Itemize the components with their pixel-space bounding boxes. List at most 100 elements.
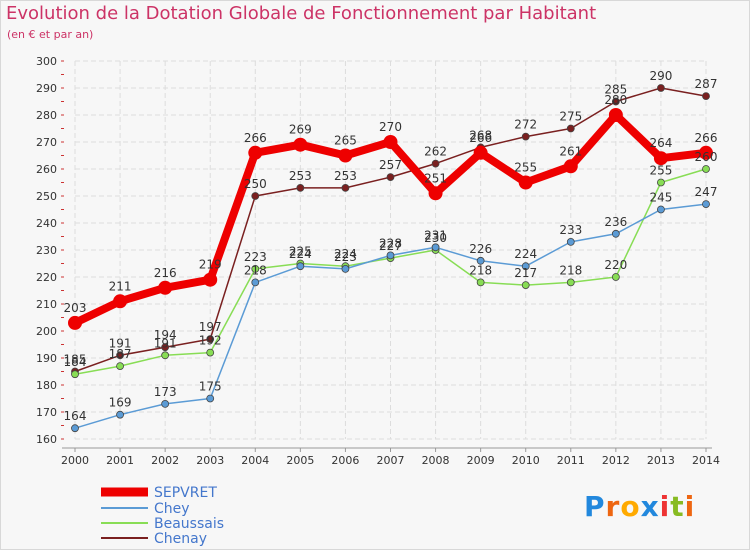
data-label-chey: 164 (64, 409, 87, 423)
x-tick-label: 2010 (512, 454, 540, 467)
x-tick-label: 2000 (61, 454, 89, 467)
x-tick-label: 2001 (106, 454, 134, 467)
data-point-beaussais (206, 348, 215, 357)
axes: 1601701801902002102202302402502602702802… (36, 55, 720, 467)
logo-letter: i (659, 490, 671, 523)
data-point-chey (476, 256, 485, 265)
data-point-chenay (702, 92, 710, 100)
data-point-chenay (386, 173, 395, 182)
legend-label-sepvret: SEPVRET (154, 485, 217, 501)
data-point-chey (341, 264, 350, 273)
data-label-chey: 236 (604, 215, 627, 229)
data-label-chenay: 275 (559, 110, 582, 124)
data-point-chey (657, 205, 665, 214)
data-label-sepvret: 251 (424, 171, 447, 185)
x-tick-label: 2009 (467, 454, 495, 467)
data-label-chey: 173 (154, 385, 177, 399)
data-point-sepvret (518, 175, 533, 190)
data-label-sepvret: 270 (379, 120, 402, 134)
data-label-sepvret: 264 (649, 136, 672, 150)
data-label-chenay: 287 (695, 77, 718, 91)
data-label-chey: 169 (109, 396, 132, 410)
data-label-chenay: 197 (199, 320, 222, 334)
data-point-chey (566, 237, 575, 246)
data-point-sepvret (653, 151, 668, 166)
x-tick-label: 2011 (557, 454, 585, 467)
data-point-chey (161, 399, 170, 408)
data-point-chey (431, 243, 440, 252)
data-point-beaussais (71, 370, 79, 379)
data-label-chenay: 191 (109, 336, 132, 350)
x-tick-label: 2003 (196, 454, 224, 467)
data-label-sepvret: 261 (559, 144, 582, 158)
data-point-sepvret (473, 145, 488, 160)
data-label-chey: 233 (559, 223, 582, 237)
data-label-chey: 247 (695, 185, 718, 199)
x-tick-label: 2002 (151, 454, 179, 467)
x-tick-label: 2013 (647, 454, 675, 467)
data-point-chey (116, 410, 124, 419)
y-tick-label: 230 (36, 244, 57, 257)
y-tick-label: 210 (36, 298, 57, 311)
data-point-beaussais (702, 165, 710, 173)
data-label-sepvret: 266 (695, 131, 718, 145)
data-point-chey (611, 229, 620, 238)
data-label-beaussais: 230 (424, 231, 447, 245)
data-point-chenay (566, 124, 575, 133)
data-label-beaussais: 217 (514, 266, 537, 280)
data-point-sepvret (293, 137, 308, 152)
data-point-beaussais (521, 281, 530, 290)
logo-letter: r (605, 490, 621, 523)
data-point-sepvret (203, 272, 218, 287)
y-tick-label: 290 (36, 82, 57, 95)
data-point-chenay (521, 132, 530, 141)
data-label-sepvret: 266 (244, 131, 267, 145)
data-label-sepvret: 266 (469, 131, 492, 145)
data-point-chey (71, 424, 79, 433)
data-label-beaussais: 191 (154, 336, 177, 350)
y-tick-label: 190 (36, 352, 57, 365)
logo-letter: x (640, 490, 660, 523)
y-tick-label: 250 (36, 190, 57, 203)
data-label-chenay: 285 (604, 83, 627, 97)
data-label-chey: 224 (289, 247, 312, 261)
proxiti-logo: Proxiti (584, 490, 695, 523)
data-point-chey (521, 262, 530, 271)
data-label-chenay: 250 (244, 177, 267, 191)
data-point-chey (386, 251, 395, 260)
data-label-beaussais: 218 (469, 263, 492, 277)
data-point-beaussais (611, 273, 620, 281)
data-label-sepvret: 219 (199, 258, 222, 272)
data-point-beaussais (116, 362, 124, 371)
logo-letter: o (620, 490, 641, 523)
data-point-chenay (116, 351, 124, 360)
data-label-chey: 245 (649, 191, 672, 205)
y-tick-label: 200 (36, 325, 57, 338)
data-point-chey (702, 200, 710, 209)
x-tick-label: 2014 (692, 454, 720, 467)
data-label-chey: 223 (334, 250, 357, 264)
data-label-chenay: 290 (649, 69, 672, 83)
data-point-beaussais (161, 351, 170, 360)
x-tick-label: 2008 (422, 454, 450, 467)
data-point-sepvret (699, 145, 713, 160)
data-label-beaussais: 224 (334, 247, 357, 261)
data-point-sepvret (608, 108, 623, 122)
data-label-chenay: 268 (469, 128, 492, 142)
data-label-beaussais: 187 (109, 347, 132, 361)
data-point-chey (206, 394, 215, 403)
data-label-chenay: 185 (64, 353, 87, 367)
chart-title: Evolution de la Dotation Globale de Fonc… (6, 3, 597, 24)
data-label-beaussais: 260 (695, 150, 718, 164)
data-label-chenay: 257 (379, 158, 402, 172)
data-label-sepvret: 255 (514, 161, 537, 175)
legend-label-chey: Chey (154, 501, 190, 517)
y-tick-label: 300 (36, 55, 57, 68)
logo-letter: i (684, 490, 696, 523)
data-point-chey (251, 278, 260, 287)
data-point-chenay (611, 97, 620, 106)
y-tick-label: 160 (36, 433, 57, 446)
